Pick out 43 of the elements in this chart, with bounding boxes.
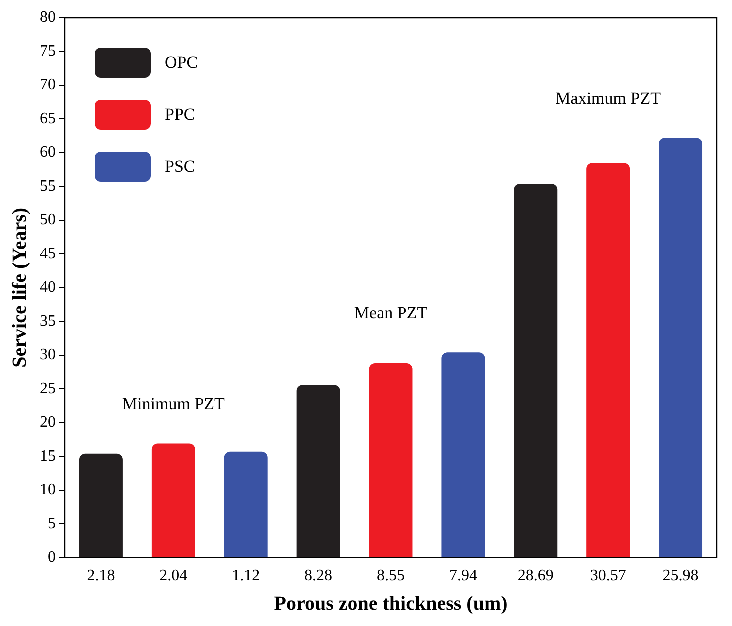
x-tick-label: 28.69	[518, 568, 554, 585]
annotation: Minimum PZT	[122, 394, 226, 414]
y-axis-title: Service life (Years)	[9, 208, 32, 368]
bar	[659, 138, 703, 558]
bar	[79, 454, 123, 558]
y-tick-label: 30	[40, 346, 56, 364]
bar	[152, 444, 196, 558]
x-tick-label: 2.04	[160, 568, 188, 585]
x-tick-label: 25.98	[662, 568, 699, 585]
bar	[586, 163, 630, 558]
y-tick-label: 55	[40, 178, 56, 195]
y-tick-label: 10	[40, 482, 56, 499]
y-tick-label: 35	[40, 312, 56, 330]
y-tick-label: 70	[40, 76, 56, 94]
y-tick-label: 75	[40, 42, 56, 60]
bar	[224, 452, 268, 558]
y-tick-label: 80	[40, 9, 56, 26]
y-tick-label: 0	[48, 549, 56, 566]
y-tick-label: 25	[40, 380, 56, 398]
annotation: Maximum PZT	[556, 89, 662, 108]
bar	[442, 352, 486, 558]
x-tick-label: 8.28	[304, 568, 333, 585]
bar	[514, 184, 558, 558]
y-tick-label: 45	[40, 245, 56, 262]
x-tick-label: 7.94	[449, 568, 478, 585]
x-tick-label: 8.55	[377, 568, 405, 585]
x-tick-label: 30.57	[590, 568, 626, 585]
x-axis-title: Porous zone thickness (um)	[274, 593, 508, 616]
bar	[369, 363, 413, 558]
legend-label: PPC	[165, 105, 196, 125]
y-tick-label: 15	[40, 448, 56, 465]
annotation: Mean PZT	[354, 304, 428, 323]
legend-label: OPC	[165, 53, 198, 73]
legend-label: PSC	[165, 157, 196, 177]
x-tick-label: 1.12	[232, 568, 260, 585]
y-tick-label: 65	[40, 110, 56, 128]
y-tick-label: 60	[40, 144, 56, 162]
bar	[296, 385, 340, 558]
y-tick-label: 20	[40, 414, 56, 432]
x-tick-label: 2.18	[87, 568, 116, 585]
y-tick-label: 5	[48, 515, 56, 532]
y-tick-label: 50	[40, 212, 56, 229]
y-tick-label: 40	[40, 279, 56, 296]
